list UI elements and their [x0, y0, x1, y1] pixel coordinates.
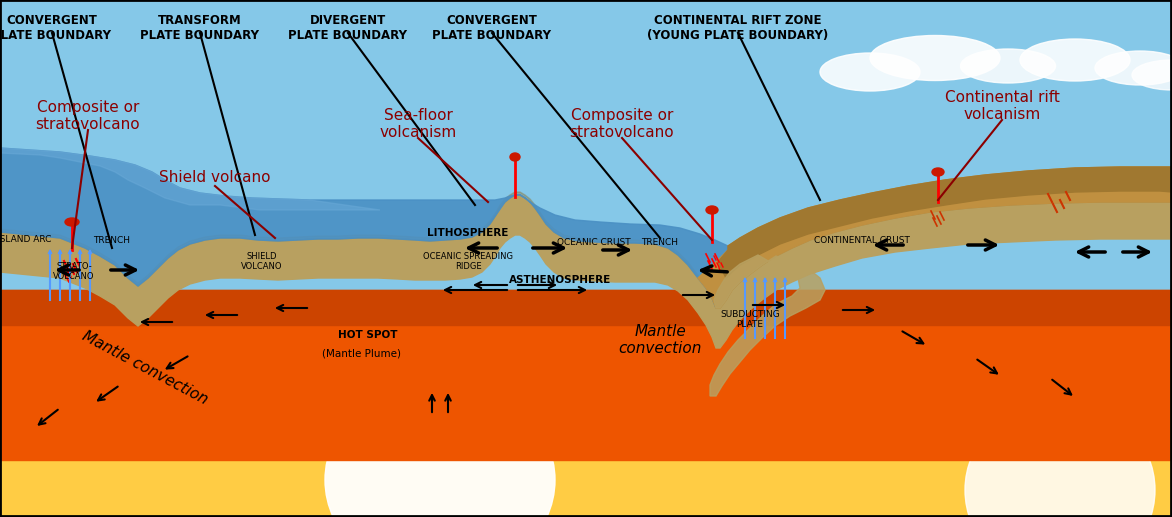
Ellipse shape [961, 49, 1056, 83]
Text: (Mantle Plume): (Mantle Plume) [322, 348, 402, 358]
Polygon shape [0, 195, 1172, 348]
Text: Composite or
stratovolcano: Composite or stratovolcano [570, 108, 674, 141]
Ellipse shape [510, 153, 520, 161]
Text: STRATO-
VOLCANO: STRATO- VOLCANO [53, 262, 95, 281]
Polygon shape [0, 192, 1172, 308]
Text: CONVERGENT
PLATE BOUNDARY: CONVERGENT PLATE BOUNDARY [432, 14, 552, 42]
Text: LITHOSPHERE: LITHOSPHERE [428, 228, 509, 238]
Text: ASTHENOSPHERE: ASTHENOSPHERE [509, 275, 611, 285]
Ellipse shape [325, 380, 556, 517]
Ellipse shape [1020, 39, 1130, 81]
Ellipse shape [965, 400, 1154, 517]
Bar [0, 420, 1172, 517]
Ellipse shape [1095, 51, 1172, 85]
Ellipse shape [64, 218, 79, 226]
Text: Composite or
stratovolcano: Composite or stratovolcano [35, 100, 141, 132]
Text: CONVERGENT
PLATE BOUNDARY: CONVERGENT PLATE BOUNDARY [0, 14, 111, 42]
Text: Mantle
convection: Mantle convection [619, 324, 702, 356]
Text: SHIELD
VOLCANO: SHIELD VOLCANO [241, 252, 282, 271]
Ellipse shape [820, 53, 920, 91]
Text: OCEANIC SPREADING
RIDGE: OCEANIC SPREADING RIDGE [423, 252, 513, 271]
Ellipse shape [932, 168, 943, 176]
Bar [0, 290, 1172, 325]
Ellipse shape [1132, 60, 1172, 90]
Text: TRENCH: TRENCH [641, 238, 679, 247]
Polygon shape [0, 148, 380, 210]
Text: TRENCH: TRENCH [94, 236, 130, 245]
Text: Sea-floor
volcanism: Sea-floor volcanism [380, 108, 457, 141]
Bar [0, 290, 1172, 460]
Text: TRANSFORM
PLATE BOUNDARY: TRANSFORM PLATE BOUNDARY [141, 14, 259, 42]
Text: SUBDUCTING
PLATE: SUBDUCTING PLATE [720, 310, 779, 329]
Text: Shield volcano: Shield volcano [159, 170, 271, 185]
Text: Mantle convection: Mantle convection [80, 328, 210, 407]
Text: Continental rift
volcanism: Continental rift volcanism [945, 90, 1059, 123]
Polygon shape [0, 148, 728, 308]
Text: CONTINENTAL RIFT ZONE
(YOUNG PLATE BOUNDARY): CONTINENTAL RIFT ZONE (YOUNG PLATE BOUND… [647, 14, 829, 42]
Polygon shape [710, 255, 825, 396]
Text: HOT SPOT: HOT SPOT [339, 330, 397, 340]
Ellipse shape [706, 206, 718, 214]
Polygon shape [699, 167, 1172, 308]
Text: CONTINENTAL CRUST: CONTINENTAL CRUST [815, 236, 909, 245]
Ellipse shape [870, 36, 1000, 81]
Polygon shape [718, 167, 1172, 278]
Text: OCEANIC CRUST: OCEANIC CRUST [557, 238, 631, 247]
Bar [0, 390, 1172, 517]
Text: DIVERGENT
PLATE BOUNDARY: DIVERGENT PLATE BOUNDARY [288, 14, 408, 42]
Text: ISLAND ARC: ISLAND ARC [0, 235, 52, 244]
